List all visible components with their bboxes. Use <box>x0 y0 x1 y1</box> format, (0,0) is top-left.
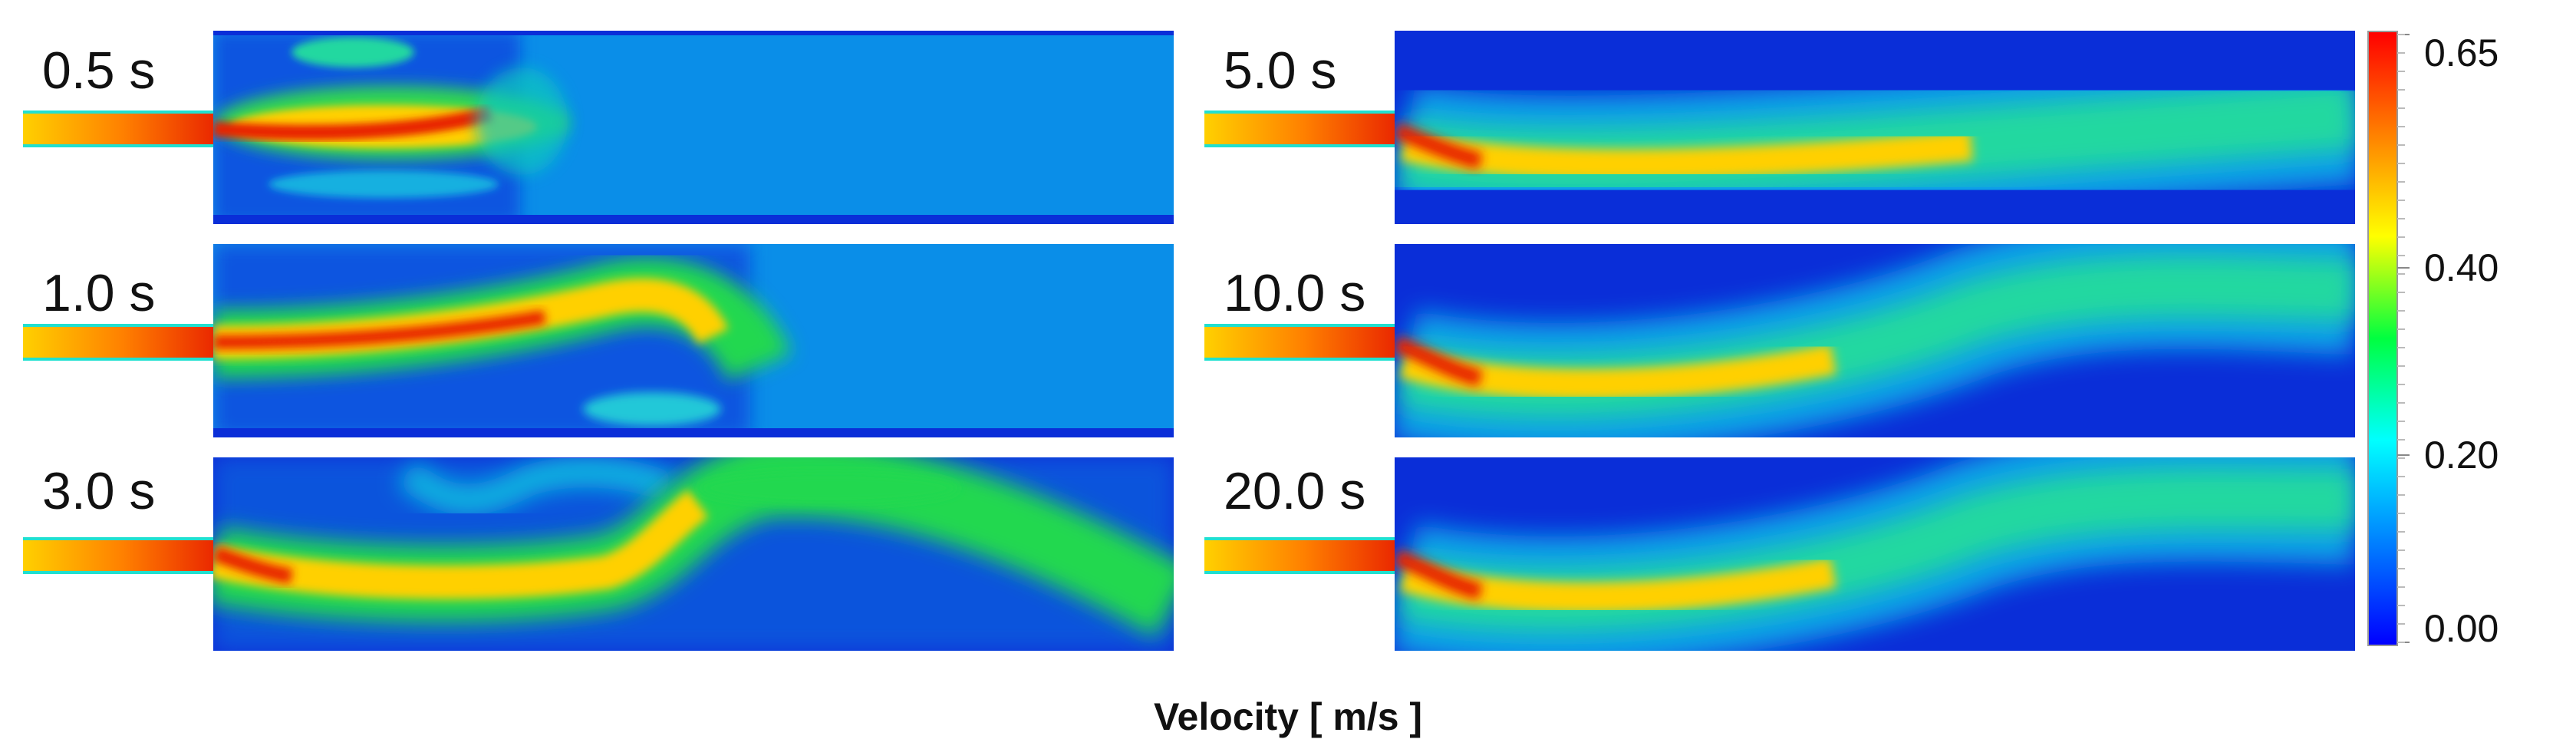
colorbar-tick-minor <box>2397 439 2405 440</box>
time-label: 1.0 s <box>42 264 156 322</box>
colorbar-label-min: 0.00 <box>2424 607 2499 650</box>
colorbar-tick-minor <box>2397 292 2405 293</box>
colorbar-label-0-40: 0.40 <box>2424 246 2499 289</box>
colorbar-tick-major <box>2397 267 2410 269</box>
colorbar-tick-minor <box>2397 347 2405 348</box>
colorbar-tick-minor <box>2397 494 2405 496</box>
colorbar-tick-minor <box>2397 476 2405 477</box>
colorbar-tick-minor <box>2397 623 2405 625</box>
colorbar-tick-minor <box>2397 457 2405 459</box>
panel-0-5s: 0.5 s <box>23 31 1174 224</box>
colorbar-tick-minor <box>2397 365 2405 367</box>
colorbar-title: Velocity [ m/s ] <box>1153 695 1423 738</box>
colorbar-tick-minor <box>2397 52 2405 54</box>
panel-3-0s: 3.0 s <box>23 457 1174 651</box>
colorbar-tick-minor <box>2397 513 2405 514</box>
colorbar-tick-minor <box>2397 549 2405 551</box>
panel-5-0s: 5.0 s <box>1204 31 2355 224</box>
panel-1-0s: 1.0 s <box>23 244 1174 437</box>
colorbar-tick-minor <box>2397 531 2405 533</box>
colorbar-tick-minor <box>2397 605 2405 606</box>
colorbar-tick-major <box>2397 454 2410 456</box>
colorbar-tick-minor <box>2397 34 2405 35</box>
colorbar-tick-minor <box>2397 218 2405 219</box>
velocity-field-5-0s <box>1204 31 2355 224</box>
time-label: 3.0 s <box>42 462 156 520</box>
colorbar-label-0-20: 0.20 <box>2424 434 2499 477</box>
colorbar-tick-minor <box>2397 273 2405 275</box>
colorbar-tick-minor <box>2397 71 2405 72</box>
colorbar-tick-minor <box>2397 384 2405 385</box>
velocity-field-1-0s <box>23 244 1174 437</box>
colorbar-tick-minor <box>2397 568 2405 569</box>
panel-10-0s: 10.0 s <box>1204 244 2355 437</box>
colorbar-tick-minor <box>2397 107 2405 109</box>
velocity-colorbar <box>2367 31 2398 646</box>
colorbar-tick-minor <box>2397 181 2405 183</box>
colorbar-tick-minor <box>2397 200 2405 201</box>
colorbar-tick-minor <box>2397 126 2405 127</box>
colorbar-tick-minor <box>2397 328 2405 330</box>
colorbar-tick-minor <box>2397 89 2405 91</box>
colorbar-tick-minor <box>2397 163 2405 164</box>
colorbar-label-max: 0.65 <box>2424 31 2499 74</box>
time-label: 0.5 s <box>42 41 156 100</box>
colorbar-tick-minor <box>2397 586 2405 588</box>
colorbar-tick-minor <box>2397 421 2405 422</box>
velocity-field-20-0s <box>1204 457 2355 651</box>
colorbar-tick-minor <box>2397 642 2405 643</box>
velocity-field-10-0s <box>1204 244 2355 437</box>
panel-20-0s: 20.0 s <box>1204 457 2355 651</box>
velocity-field-0-5s <box>23 31 1174 224</box>
colorbar-tick-minor <box>2397 310 2405 312</box>
colorbar-tick-minor <box>2397 255 2405 256</box>
velocity-field-3-0s <box>23 457 1174 651</box>
colorbar-tick-minor <box>2397 236 2405 238</box>
colorbar-tick-minor <box>2397 144 2405 146</box>
colorbar-tick-minor <box>2397 402 2405 404</box>
time-label: 5.0 s <box>1224 41 1337 100</box>
time-label: 10.0 s <box>1224 264 1366 322</box>
time-label: 20.0 s <box>1224 462 1366 520</box>
